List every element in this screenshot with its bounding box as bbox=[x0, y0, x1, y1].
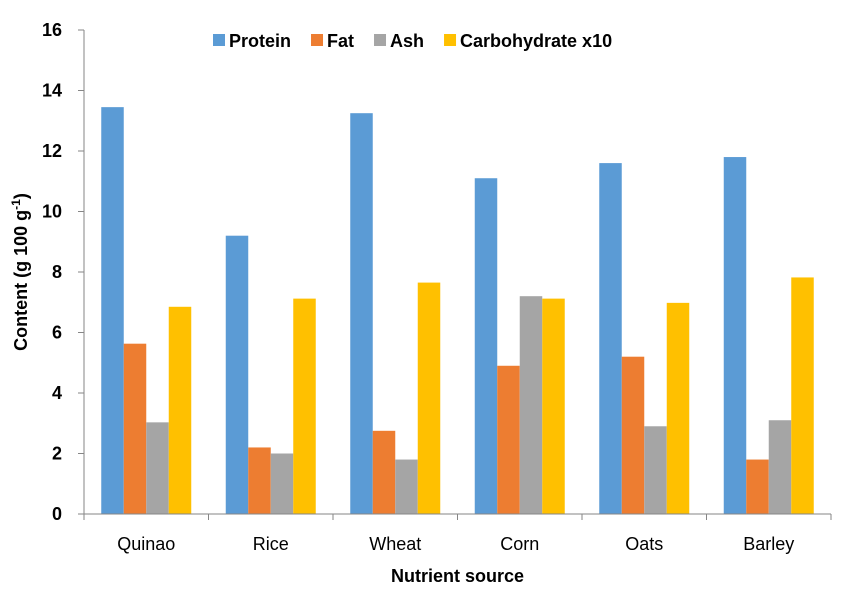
legend-swatch-protein bbox=[213, 34, 225, 46]
bar-protein-rice bbox=[225, 235, 249, 514]
y-tick-label: 4 bbox=[52, 383, 62, 403]
bar-ash-oats bbox=[644, 426, 667, 514]
bar-protein-corn bbox=[474, 178, 498, 515]
bar-protein-wheat bbox=[350, 113, 373, 514]
y-tick-label: 6 bbox=[52, 323, 62, 343]
bar-carbohydrate-x10-rice bbox=[293, 298, 316, 514]
bar-ash-quinao bbox=[146, 422, 169, 514]
x-tick-label-corn: Corn bbox=[500, 534, 539, 554]
y-axis-title-suffix: ) bbox=[11, 193, 31, 199]
x-tick-label-quinao: Quinao bbox=[117, 534, 175, 554]
bar-ash-wheat bbox=[395, 459, 418, 514]
bar-fat-rice bbox=[248, 447, 271, 514]
bar-fat-corn bbox=[497, 365, 520, 514]
bars bbox=[101, 107, 814, 515]
legend-swatch-ash bbox=[374, 34, 387, 46]
bar-carbohydrate-x10-barley bbox=[791, 277, 814, 514]
bar-ash-barley bbox=[768, 420, 792, 514]
bar-carbohydrate-x10-corn bbox=[542, 298, 565, 514]
bar-carbohydrate-x10-oats bbox=[666, 302, 690, 514]
y-tick-label: 0 bbox=[52, 504, 62, 524]
bar-ash-corn bbox=[519, 296, 543, 514]
x-tick-label-rice: Rice bbox=[253, 534, 289, 554]
legend-label-ash: Ash bbox=[390, 31, 424, 51]
bar-fat-quinao bbox=[123, 343, 147, 514]
bar-carbohydrate-x10-quinao bbox=[168, 306, 192, 514]
y-tick-label: 16 bbox=[42, 20, 62, 40]
bar-protein-quinao bbox=[101, 107, 124, 514]
legend-label-carbohydrate-x10: Carbohydrate x10 bbox=[460, 31, 612, 51]
legend-label-protein: Protein bbox=[229, 31, 291, 51]
bar-carbohydrate-x10-wheat bbox=[417, 282, 441, 514]
bar-ash-rice bbox=[270, 453, 294, 514]
bar-protein-oats bbox=[599, 163, 622, 514]
y-tick-label: 14 bbox=[42, 81, 62, 101]
legend-swatch-carbohydrate-x10 bbox=[444, 34, 457, 46]
ticks: 0 2 4 6 8 10 12 14 16 Quinao Rice Wheat Corn Oats Barl… bbox=[42, 20, 832, 554]
bar-protein-barley bbox=[723, 157, 747, 515]
y-tick-label: 8 bbox=[52, 262, 62, 282]
y-axis-title: Content (g 100 g-1) bbox=[9, 193, 31, 351]
x-tick-label-wheat: Wheat bbox=[369, 534, 421, 554]
legend-label-fat: Fat bbox=[327, 31, 354, 51]
bar-fat-barley bbox=[746, 459, 769, 514]
x-tick-label-barley: Barley bbox=[743, 534, 794, 554]
y-tick-label: 2 bbox=[52, 444, 62, 464]
y-tick-label: 12 bbox=[42, 141, 62, 161]
y-axis-title-superscript: -1 bbox=[9, 199, 23, 210]
bar-fat-oats bbox=[621, 356, 645, 514]
legend: Protein Fat Ash Carbohydrate x10 bbox=[213, 31, 612, 51]
legend-swatch-fat bbox=[311, 34, 324, 46]
bar-fat-wheat bbox=[372, 430, 396, 514]
axes bbox=[83, 30, 831, 515]
x-axis-title: Nutrient source bbox=[391, 566, 524, 586]
y-axis-title-main: Content (g 100 g bbox=[11, 210, 31, 351]
y-tick-label: 10 bbox=[42, 202, 62, 222]
x-tick-label-oats: Oats bbox=[625, 534, 663, 554]
